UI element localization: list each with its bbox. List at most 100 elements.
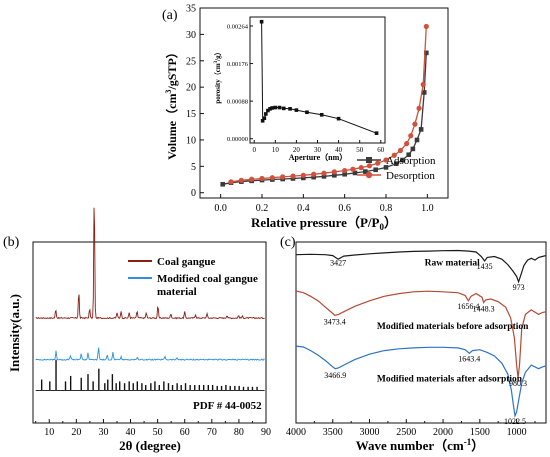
inset-y-tick-label: 0.00176 xyxy=(227,61,249,68)
a-point-desorption xyxy=(366,163,373,169)
a-point-desorption xyxy=(420,81,426,88)
a-point-adsorption xyxy=(363,169,368,174)
inset-series-line xyxy=(261,21,377,134)
panel-a-y-axis-label: Volume（cm3/gSTP） xyxy=(164,46,179,160)
c-peak-label: 973 xyxy=(513,283,525,292)
c-x-tick-label: 1000 xyxy=(507,427,527,438)
a-y-tick-label: 0 xyxy=(191,188,196,199)
c-series-line-0 xyxy=(295,249,547,284)
inset-point xyxy=(262,116,267,121)
inset-y-tick-label: 0.00264 xyxy=(227,23,249,30)
a-y-tick-label: 15 xyxy=(186,109,196,120)
a-x-tick-label: 0.6 xyxy=(338,203,351,214)
b-x-tick-label: 10 xyxy=(44,427,54,438)
b-x-tick-label: 50 xyxy=(153,427,163,438)
panel-b-label: (b) xyxy=(3,235,20,250)
legend-coal-gangue-label: Coal gangue xyxy=(157,256,215,268)
a-point-desorption xyxy=(416,105,422,111)
a-point-desorption xyxy=(280,174,286,180)
a-point-adsorption xyxy=(400,157,405,163)
b-x-tick-label: 80 xyxy=(234,427,244,438)
inset-y-tick-label: 0.00000 xyxy=(227,136,248,143)
b-x-tick-label: 40 xyxy=(126,427,136,438)
c-series-label: Raw material xyxy=(425,259,480,269)
inset-x-tick-label: 30 xyxy=(314,146,322,154)
inset-point xyxy=(268,107,272,111)
panel-a: (a) 0.0 0.2 0.4 0.6 0.8 1.0 0 5 10 15 20 25 30 35 Vol… xyxy=(162,4,449,232)
panel-b-x-axis-label: 2θ (degree) xyxy=(119,438,181,453)
legend-modified-label-line2: material xyxy=(157,286,197,298)
inset-y-tick-label: 0.00088 xyxy=(227,99,248,106)
panel-c-plot-frame xyxy=(295,241,547,424)
a-point-adsorption xyxy=(414,137,420,143)
a-x-tick-label: 1.0 xyxy=(421,203,434,214)
a-point-desorption xyxy=(259,175,265,182)
panel-a-inset: 0 10 20 30 40 50 60 0.00000 0.00088 0.00176 0.0026… xyxy=(214,16,386,162)
c-peak-label: 1435 xyxy=(477,262,493,271)
a-point-adsorption xyxy=(220,181,226,187)
a-point-desorption xyxy=(311,171,317,177)
inset-plot-frame xyxy=(249,16,386,144)
a-point-desorption xyxy=(238,177,244,183)
inset-point xyxy=(270,106,274,110)
inset-point xyxy=(260,118,265,123)
panel-a-x-axis-label: Relative pressure（P/P0） xyxy=(251,215,397,232)
b-x-tick-label: 70 xyxy=(207,427,217,438)
a-point-adsorption xyxy=(394,161,399,166)
c-series-line-1 xyxy=(295,290,547,378)
inset-x-tick-label: 0 xyxy=(252,146,256,154)
a-point-desorption xyxy=(269,175,275,181)
c-peak-label: 3473.4 xyxy=(324,317,346,326)
inset-point xyxy=(288,107,292,111)
inset-point xyxy=(336,116,341,121)
legend-modified-label: Modified coal gangue material xyxy=(157,273,261,298)
inset-x-tick-label: 60 xyxy=(377,146,385,154)
legend-modified-label-line1: Modified coal gangue xyxy=(157,273,258,285)
a-point-desorption xyxy=(391,152,397,158)
c-series-line-2 xyxy=(295,345,547,418)
a-point-desorption xyxy=(397,147,404,154)
c-peak-label: 1656.4 xyxy=(457,302,479,311)
panel-c-label: (c) xyxy=(280,235,296,250)
a-point-adsorption xyxy=(410,146,416,152)
a-point-desorption xyxy=(408,133,414,139)
panel-b-y-axis-label: Intensity(a.u.) xyxy=(7,294,22,372)
a-point-adsorption xyxy=(373,167,378,173)
inset-point xyxy=(319,113,324,117)
b-series-line-0 xyxy=(35,207,265,320)
a-point-desorption xyxy=(375,160,381,166)
inset-point xyxy=(266,108,270,113)
legend-desorption-label: Desorption xyxy=(386,170,435,182)
a-y-tick-label: 10 xyxy=(186,135,196,146)
c-x-tick-label: 2000 xyxy=(433,427,453,438)
a-x-tick-label: 0.2 xyxy=(256,203,269,214)
legend-adsorption-marker xyxy=(366,157,372,163)
a-point-desorption xyxy=(228,179,234,185)
a-point-desorption xyxy=(342,167,348,174)
c-x-tick-label: 4000 xyxy=(286,427,306,438)
legend-desorption-marker xyxy=(365,171,373,179)
inset-point xyxy=(264,112,268,116)
inset-point xyxy=(305,110,309,115)
c-x-tick-label: 2500 xyxy=(396,427,416,438)
a-x-tick-label: 0.4 xyxy=(297,203,310,214)
panel-b-pdf-label: PDF # 44-0052 xyxy=(193,400,262,412)
panel-b: (b) 10 20 30 40 50 60 70 80 90 Intensity(a.u.) 2… xyxy=(3,207,271,453)
c-peak-label: 1643.4 xyxy=(458,354,480,363)
a-point-adsorption xyxy=(332,173,337,178)
a-y-tick-label: 5 xyxy=(191,162,196,173)
inset-x-tick-label: 50 xyxy=(356,146,364,154)
panel-b-plot-frame xyxy=(32,241,267,424)
inset-x-tick-label: 20 xyxy=(293,146,301,154)
c-peak-label: 3466.9 xyxy=(324,371,346,380)
a-point-adsorption xyxy=(321,174,327,179)
c-series-label: Modified materials before adsorption xyxy=(377,322,529,332)
a-point-desorption xyxy=(249,176,255,182)
a-point-adsorption xyxy=(421,90,427,95)
a-point-adsorption xyxy=(383,165,389,170)
c-peak-label: 980.3 xyxy=(509,379,527,388)
a-point-adsorption xyxy=(406,152,412,158)
panel-a-plot-frame xyxy=(199,7,449,199)
a-x-tick-label: 0.0 xyxy=(214,203,227,214)
a-point-adsorption xyxy=(424,50,429,56)
